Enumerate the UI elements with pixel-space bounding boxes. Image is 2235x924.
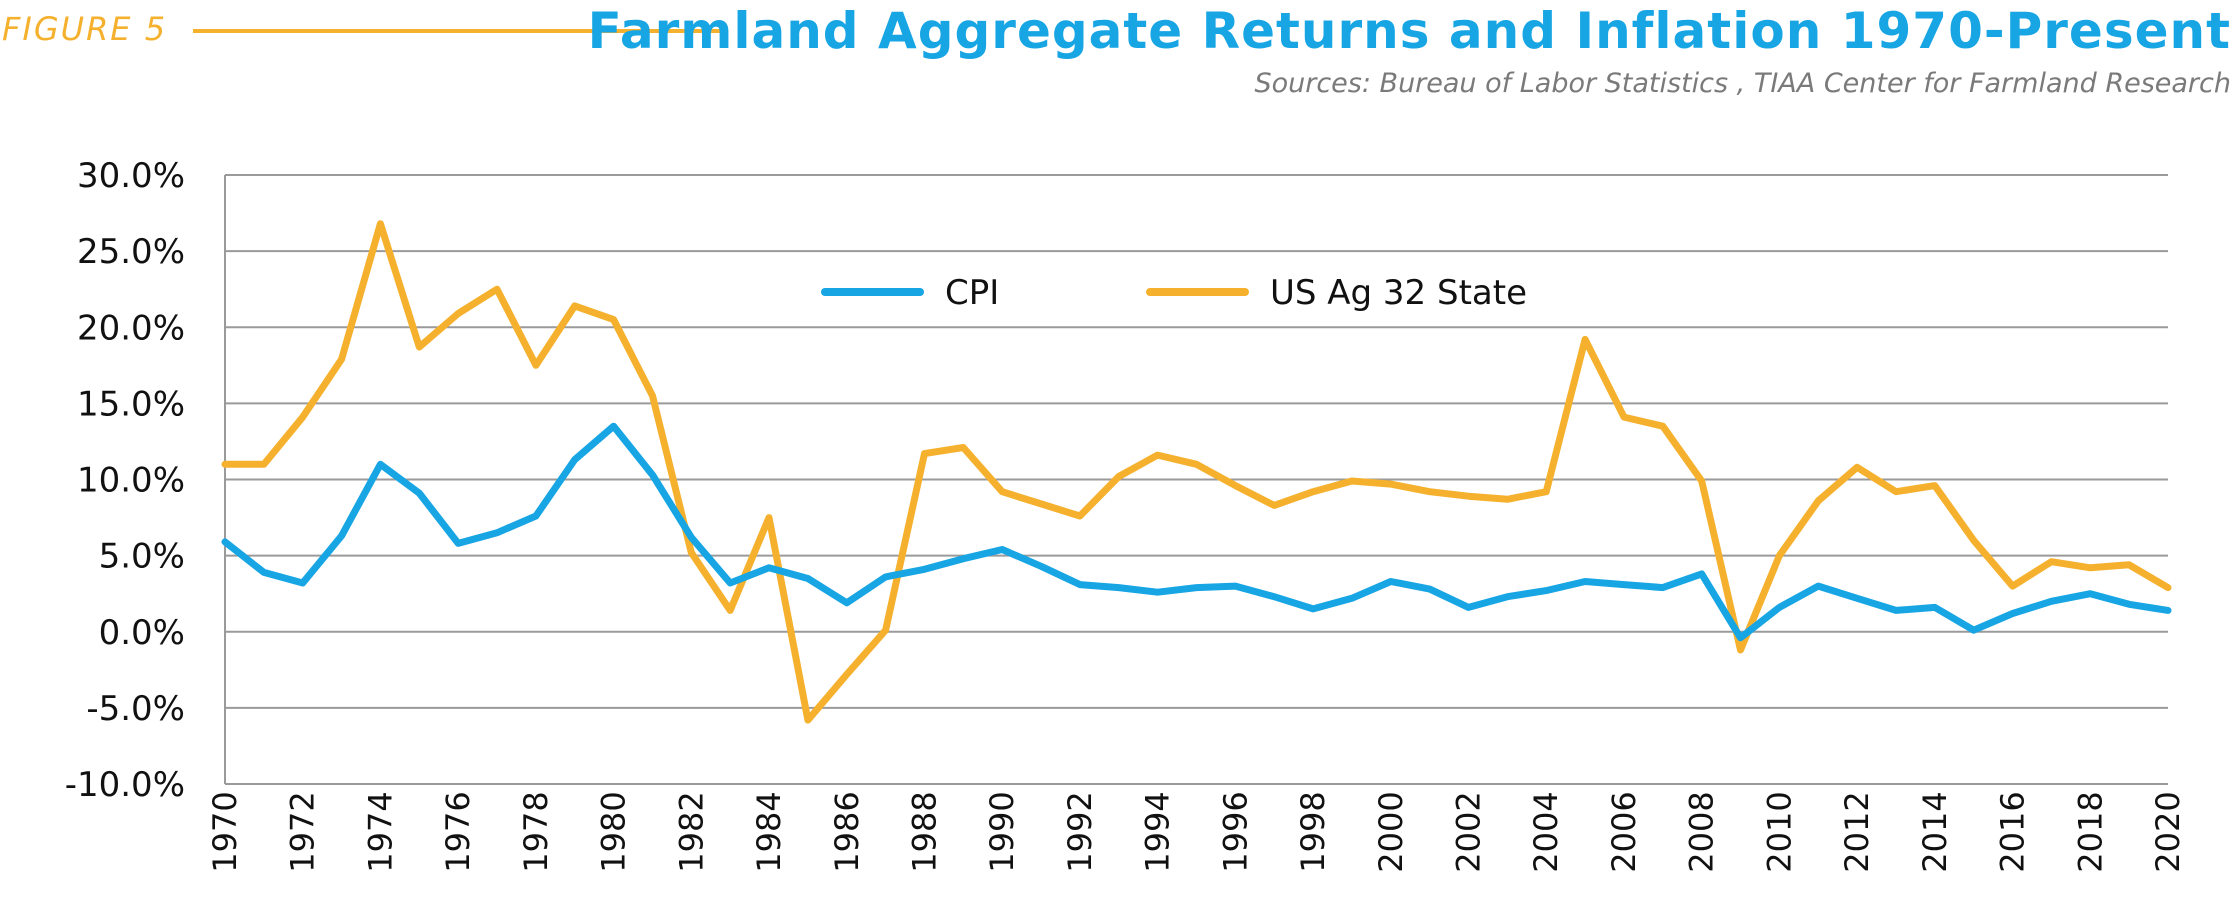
x-tick-label: 1982 — [672, 791, 710, 872]
x-tick-label: 1988 — [905, 791, 943, 872]
x-tick-label: 1998 — [1294, 791, 1332, 872]
x-tick-label: 1976 — [439, 791, 477, 872]
y-tick-label: 0.0% — [99, 613, 185, 653]
x-tick-label: 2004 — [1527, 791, 1565, 872]
x-tick-label: 2018 — [2071, 791, 2109, 872]
figure-label: FIGURE 5 — [2, 10, 168, 48]
y-tick-label: -10.0% — [65, 765, 185, 805]
x-tick-label: 2006 — [1605, 791, 1643, 872]
chart-title: Farmland Aggregate Returns and Inflation… — [587, 2, 2231, 60]
y-tick-label: 20.0% — [77, 308, 185, 348]
x-tick-label: 1994 — [1139, 791, 1177, 872]
x-tick-label: 2010 — [1760, 791, 1798, 872]
x-tick-label: 1978 — [517, 791, 555, 872]
y-tick-label: 15.0% — [77, 384, 185, 424]
x-tick-label: 2008 — [1683, 791, 1721, 872]
us-ag-32-state-line — [221, 220, 2172, 724]
x-tick-label: 1970 — [206, 791, 244, 872]
series-lines — [221, 220, 2172, 724]
x-tick-label: 2014 — [1916, 791, 1954, 872]
x-tick-label: 2012 — [1838, 791, 1876, 872]
x-tick-label: 2002 — [1450, 791, 1488, 872]
x-tick-label: 1984 — [750, 791, 788, 872]
grid — [224, 174, 2168, 785]
y-tick-label: 5.0% — [99, 537, 185, 577]
legend: CPI US Ag 32 State — [821, 273, 1527, 313]
x-tick-label: 2000 — [1372, 791, 1410, 872]
cpi-line — [221, 422, 2172, 642]
x-tick-label: 1972 — [284, 791, 322, 872]
x-tick-label: 2020 — [2149, 791, 2187, 872]
y-tick-label: 25.0% — [77, 232, 185, 272]
y-tick-label: 30.0% — [77, 156, 185, 196]
x-tick-label: 2016 — [1994, 791, 2032, 872]
x-tick-label: 1974 — [361, 791, 399, 872]
chart-sources: Sources: Bureau of Labor Statistics , TI… — [1254, 68, 2231, 99]
y-tick-label: 10.0% — [77, 461, 185, 501]
x-tick-label: 1990 — [983, 791, 1021, 872]
legend-label: US Ag 32 State — [1270, 273, 1527, 313]
legend-cpi: CPI — [821, 273, 999, 313]
x-tick-label: 1980 — [595, 791, 633, 872]
legend-label: CPI — [945, 273, 999, 313]
x-tick-label: 1986 — [828, 791, 866, 872]
chart-header: FIGURE 5 Farmland Aggregate Returns and … — [0, 0, 2235, 120]
legend-us-ag-32-state: US Ag 32 State — [1146, 273, 1527, 313]
y-axis: 30.0% 25.0% 20.0% 15.0% 10.0% 5.0% 0.0% -5.0% -1… — [65, 156, 185, 805]
x-axis: 1970 1972 1974 1976 1978 1980 1982 1984 1986 1988… — [206, 791, 2187, 872]
x-tick-label: 1992 — [1061, 791, 1099, 872]
figure-rule — [193, 29, 726, 33]
y-tick-label: -5.0% — [86, 689, 185, 729]
x-tick-label: 1996 — [1216, 791, 1254, 872]
